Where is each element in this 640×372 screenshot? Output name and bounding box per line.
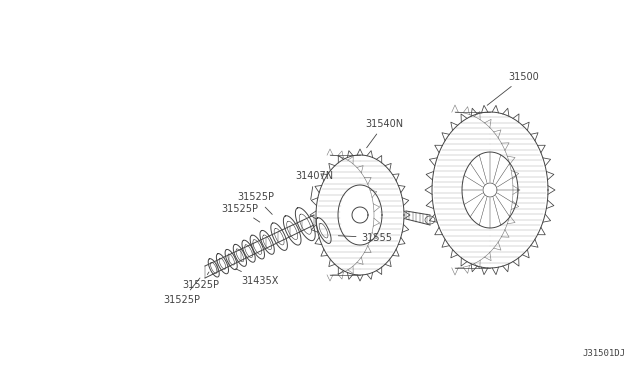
Text: 31525P: 31525P — [182, 272, 220, 290]
Text: J31501DJ: J31501DJ — [582, 349, 625, 358]
Text: 31407N: 31407N — [295, 171, 333, 199]
Text: 31555: 31555 — [339, 232, 392, 243]
Text: 31525P: 31525P — [221, 203, 260, 222]
Text: 31525P: 31525P — [237, 192, 274, 214]
Text: 31540N: 31540N — [365, 119, 403, 148]
Text: 31525P: 31525P — [164, 278, 201, 305]
Text: 31500: 31500 — [487, 72, 539, 105]
Text: 31435X: 31435X — [236, 269, 278, 286]
